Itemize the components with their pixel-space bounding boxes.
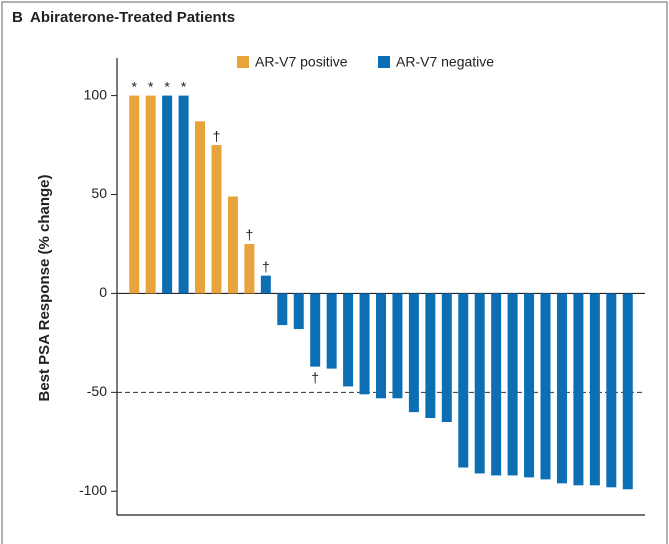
panel-label: B — [12, 9, 23, 26]
legend-label: AR-V7 positive — [255, 54, 348, 70]
bar — [376, 293, 386, 399]
bar — [178, 95, 189, 294]
bar — [244, 243, 255, 294]
y-axis-label: Best PSA Response (% change) — [36, 174, 53, 401]
bar — [359, 293, 370, 395]
bar — [441, 293, 452, 423]
bar-note: † — [213, 128, 221, 144]
bar — [293, 293, 304, 330]
bar — [540, 293, 551, 480]
bar — [556, 293, 567, 484]
y-tick-label: 100 — [84, 86, 108, 102]
bar — [129, 95, 140, 294]
bar-note: † — [262, 258, 270, 274]
bar — [524, 293, 535, 478]
y-tick-label: 0 — [99, 284, 107, 300]
bar — [408, 293, 419, 413]
y-tick-label: -50 — [87, 383, 107, 399]
bar — [392, 293, 403, 399]
y-tick-label: -100 — [79, 482, 107, 498]
bar — [162, 95, 173, 294]
bar-note: * — [131, 78, 137, 94]
legend-swatch — [237, 56, 249, 68]
bar-note: * — [181, 78, 187, 94]
y-tick-label: 50 — [91, 185, 107, 201]
bar — [458, 293, 469, 468]
bar — [145, 95, 156, 294]
bar — [622, 293, 633, 490]
bar — [310, 293, 321, 367]
bar — [326, 293, 337, 369]
bar — [277, 293, 288, 326]
chart-title: Abiraterone-Treated Patients — [30, 9, 235, 26]
bar — [573, 293, 584, 486]
bar — [195, 121, 206, 294]
bar-note: † — [245, 227, 253, 243]
legend-label: AR-V7 negative — [396, 54, 494, 70]
bar — [227, 196, 238, 294]
bar — [491, 293, 502, 476]
bar-note: * — [148, 78, 154, 94]
bar — [589, 293, 600, 486]
legend-swatch — [378, 56, 390, 68]
bar — [211, 145, 222, 294]
bar-note: † — [311, 369, 319, 385]
bar — [343, 293, 354, 387]
bar — [474, 293, 485, 474]
bar — [606, 293, 617, 488]
bar — [260, 275, 271, 294]
bar — [507, 293, 518, 476]
bar-note: * — [164, 78, 170, 94]
bar — [425, 293, 436, 419]
